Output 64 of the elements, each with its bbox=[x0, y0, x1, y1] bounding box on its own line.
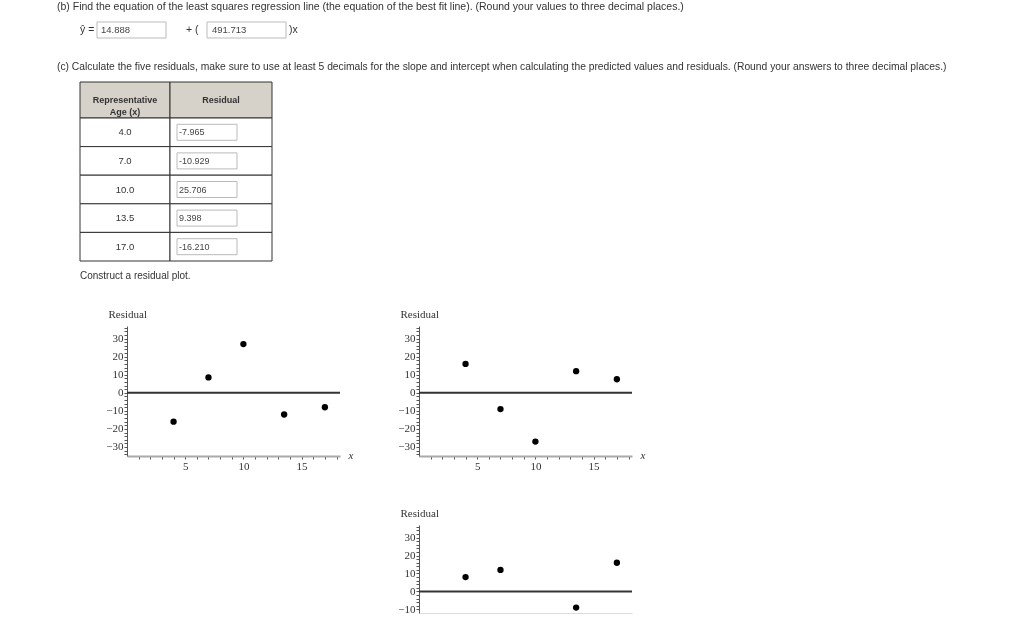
point bbox=[240, 340, 247, 348]
y-tick-label: 10 bbox=[404, 566, 416, 579]
y-tick-label: 0 bbox=[118, 386, 124, 399]
x-tick-label: 10 bbox=[530, 459, 542, 472]
x-tick-label: 5 bbox=[182, 459, 189, 472]
y-tick-label: 20 bbox=[404, 350, 416, 363]
y-tick-label: −10 bbox=[398, 404, 416, 417]
point bbox=[497, 405, 504, 413]
point bbox=[613, 376, 621, 383]
text: ŷ = bbox=[80, 23, 95, 35]
point bbox=[462, 573, 469, 581]
point bbox=[572, 604, 580, 611]
data-label: -10.929 bbox=[179, 155, 210, 166]
x-axis-title: x bbox=[639, 448, 646, 461]
y-tick-label: −30 bbox=[106, 440, 124, 453]
text: 491.713 bbox=[212, 24, 247, 35]
x-tick-label: 15 bbox=[588, 459, 601, 472]
point bbox=[497, 566, 504, 574]
x-tick-label: 15 bbox=[296, 459, 309, 472]
x-tick-label: 5 bbox=[474, 459, 481, 472]
text: Construct a residual plot. bbox=[80, 270, 191, 281]
y-tick-label: 20 bbox=[404, 549, 416, 562]
y-tick-label: −20 bbox=[398, 422, 416, 435]
text: Representative Age (x) bbox=[92, 95, 158, 117]
text: Residual bbox=[202, 95, 240, 105]
y-tick-label: 10 bbox=[404, 368, 416, 381]
point bbox=[321, 404, 329, 411]
category-label: 17.0 bbox=[115, 240, 135, 252]
text: + ( bbox=[186, 23, 200, 35]
point bbox=[572, 367, 580, 375]
category-label: 4.0 bbox=[118, 126, 132, 138]
y-tick-label: −10 bbox=[106, 404, 124, 417]
text: (c) Calculate the five residuals, make sure to use at least 5 decimals for the slope and intercept when calculating the predicted values and residuals. (Round your answers to three decimal places.) bbox=[57, 61, 947, 72]
y-tick-label: 30 bbox=[112, 332, 124, 345]
y-tick-label: −30 bbox=[398, 440, 416, 453]
y-tick-label: 30 bbox=[404, 531, 416, 544]
y-axis-title: Residual bbox=[400, 307, 439, 320]
data-label: 9.398 bbox=[179, 213, 202, 224]
y-tick-label: 30 bbox=[404, 332, 416, 345]
y-tick-label: 0 bbox=[410, 584, 416, 597]
y-tick-label: −20 bbox=[106, 422, 124, 435]
text: )x bbox=[289, 23, 299, 35]
y-tick-label: 0 bbox=[410, 386, 416, 399]
point bbox=[532, 438, 539, 445]
text: 14.888 bbox=[101, 24, 131, 35]
x-axis-title: x bbox=[347, 448, 354, 461]
category-label: 10.0 bbox=[115, 183, 135, 195]
category-label: 7.0 bbox=[118, 154, 132, 166]
y-tick-label: 10 bbox=[112, 368, 124, 381]
point bbox=[205, 374, 212, 381]
y-axis-title: Residual bbox=[108, 307, 147, 320]
y-axis-title: Residual bbox=[400, 506, 439, 519]
data-label: -7.965 bbox=[179, 127, 205, 138]
point bbox=[613, 559, 621, 566]
point bbox=[170, 418, 177, 425]
x-tick-label: 10 bbox=[238, 459, 250, 472]
data-label: 25.706 bbox=[179, 184, 207, 195]
data-label: -16.210 bbox=[179, 241, 210, 252]
y-tick-label: 20 bbox=[112, 350, 124, 363]
category-label: 13.5 bbox=[115, 212, 135, 224]
point bbox=[280, 411, 288, 418]
point bbox=[462, 360, 469, 368]
y-tick-label: −10 bbox=[398, 602, 416, 615]
text: (b) Find the equation of the least squares regression line (the equation of the best fit line). (Round your values to three decimal places.) bbox=[57, 0, 684, 12]
